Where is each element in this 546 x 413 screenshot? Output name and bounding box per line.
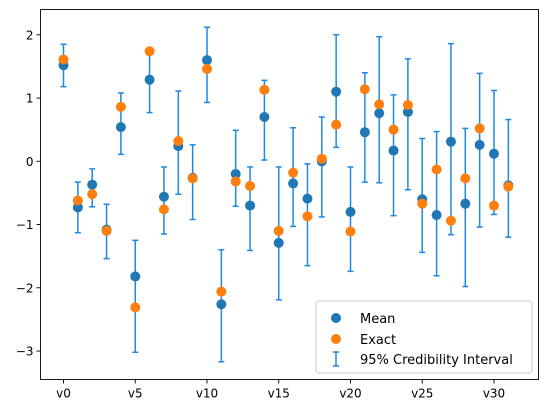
exact-point-v29 bbox=[474, 123, 485, 134]
mean-point-v2 bbox=[87, 179, 98, 190]
exact-point-v13 bbox=[245, 180, 256, 191]
exact-point-v5 bbox=[130, 302, 141, 313]
exact-point-v8 bbox=[173, 136, 184, 147]
exact-point-v7 bbox=[158, 204, 169, 215]
mean-point-v7 bbox=[158, 191, 169, 202]
y-tick-label: 1 bbox=[26, 92, 34, 106]
x-axis: v0 v5 v10 v15 v20 v25 v30 bbox=[56, 379, 505, 401]
exact-point-v25 bbox=[417, 198, 428, 209]
exact-point-v14 bbox=[259, 84, 270, 95]
exact-point-v30 bbox=[489, 200, 499, 211]
mean-point-v21 bbox=[359, 127, 370, 138]
errorbar-v24 bbox=[404, 58, 411, 191]
axes-frame bbox=[40, 9, 539, 380]
mean-point-v24 bbox=[402, 106, 413, 117]
exact-point-v9 bbox=[187, 173, 198, 184]
exact-series bbox=[58, 46, 514, 313]
exact-point-v28 bbox=[460, 173, 471, 184]
legend: Mean Exact 95% Credibility Interval bbox=[315, 300, 533, 374]
errorbar-v26 bbox=[433, 130, 440, 277]
exact-point-v3 bbox=[101, 225, 112, 236]
y-tick-label: −2 bbox=[16, 281, 34, 295]
x-tick-label: v5 bbox=[128, 387, 143, 401]
mean-point-v5 bbox=[130, 271, 141, 282]
mean-point-v11 bbox=[216, 299, 227, 310]
x-tick-label: v10 bbox=[196, 387, 218, 401]
mean-point-v22 bbox=[374, 108, 385, 119]
exact-point-v27 bbox=[445, 215, 456, 226]
legend-label-mean: Mean bbox=[360, 312, 395, 327]
y-tick-label: 0 bbox=[26, 155, 34, 169]
exact-point-v16 bbox=[288, 167, 299, 178]
exact-point-v15 bbox=[273, 225, 284, 236]
x-tick-label: v25 bbox=[411, 387, 433, 401]
exact-point-v12 bbox=[230, 176, 241, 187]
errorbar-v5 bbox=[132, 239, 139, 354]
mean-point-v16 bbox=[288, 178, 299, 189]
x-tick-label: v20 bbox=[339, 387, 361, 401]
mean-point-v28 bbox=[460, 198, 471, 209]
x-tick-label: v30 bbox=[483, 387, 505, 401]
mean-point-v14 bbox=[259, 112, 270, 123]
exact-point-v6 bbox=[144, 46, 155, 57]
errorbar-v29 bbox=[476, 72, 483, 228]
mean-point-v4 bbox=[115, 122, 126, 133]
exact-point-v1 bbox=[72, 195, 83, 206]
mean-point-v13 bbox=[245, 200, 256, 211]
mean-point-v30 bbox=[489, 148, 499, 159]
errorbar-v12 bbox=[232, 129, 239, 207]
mean-point-v27 bbox=[445, 136, 456, 147]
y-axis: −3 −2 −1 0 1 2 bbox=[16, 28, 41, 359]
exact-point-v22 bbox=[374, 99, 385, 110]
mean-point-v20 bbox=[345, 206, 356, 217]
exact-point-v0 bbox=[58, 54, 69, 65]
legend-label-interval: 95% Credibility Interval bbox=[360, 353, 513, 368]
mean-point-v12 bbox=[230, 168, 241, 179]
exact-point-v4 bbox=[115, 101, 126, 112]
legend-marker-interval bbox=[333, 351, 339, 367]
legend-marker-mean bbox=[331, 313, 341, 323]
exact-point-v2 bbox=[87, 189, 98, 200]
exact-point-v19 bbox=[331, 119, 342, 130]
mean-series bbox=[58, 55, 514, 310]
mean-point-v6 bbox=[144, 74, 155, 85]
exact-point-v24 bbox=[402, 100, 413, 111]
exact-point-v23 bbox=[388, 124, 399, 135]
mean-point-v29 bbox=[474, 139, 485, 150]
errorbar-v18 bbox=[318, 116, 325, 218]
legend-marker-exact bbox=[331, 334, 341, 344]
exact-point-v18 bbox=[316, 153, 327, 164]
exact-point-v26 bbox=[431, 164, 442, 175]
exact-point-v31 bbox=[503, 181, 514, 192]
mean-point-v17 bbox=[302, 193, 313, 204]
legend-frame bbox=[315, 300, 533, 374]
y-tick-label: −1 bbox=[16, 218, 34, 232]
x-tick-label: v0 bbox=[56, 387, 71, 401]
mean-point-v19 bbox=[331, 86, 342, 97]
mean-point-v15 bbox=[273, 237, 284, 248]
exact-point-v10 bbox=[202, 63, 212, 74]
exact-point-v20 bbox=[345, 226, 356, 237]
y-tick-label: −3 bbox=[16, 345, 34, 359]
mean-point-v1 bbox=[72, 202, 83, 213]
exact-point-v11 bbox=[216, 286, 227, 297]
errorbar-v20 bbox=[347, 166, 354, 273]
y-tick-label: 2 bbox=[26, 28, 34, 42]
mean-point-v10 bbox=[202, 55, 212, 66]
x-tick-label: v15 bbox=[268, 387, 290, 401]
exact-point-v17 bbox=[302, 211, 313, 222]
exact-point-v21 bbox=[359, 84, 370, 95]
mean-point-v26 bbox=[431, 210, 442, 221]
errorbar-v31 bbox=[505, 118, 512, 238]
mean-point-v23 bbox=[388, 145, 399, 156]
legend-label-exact: Exact bbox=[360, 333, 396, 348]
